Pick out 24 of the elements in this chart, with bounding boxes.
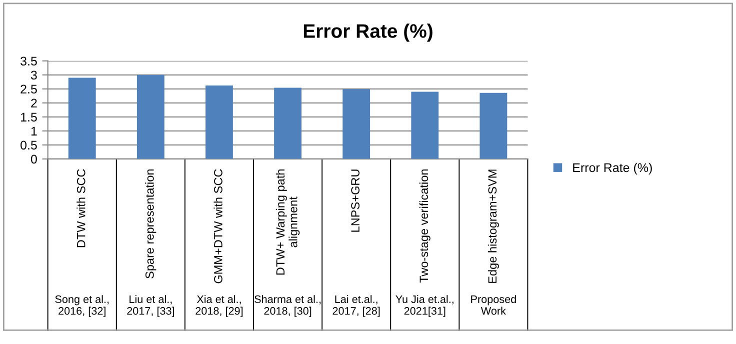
y-tick-label: 0 — [30, 154, 37, 164]
category-label: LNPS+GRU Lai et.al., 2017, [28] — [332, 170, 380, 317]
y-tick-label: 0.5 — [20, 140, 37, 150]
bar — [480, 92, 508, 159]
x-tick-label: Edge histogram+SVM Proposed Work — [471, 170, 516, 315]
category-label: DTW with SCC Song et al., 2016, [32] — [55, 169, 109, 317]
y-tick-label: 2 — [31, 98, 37, 108]
y-tick-label: 3.5 — [20, 56, 37, 66]
x-tick-label: Two-stage verification Yu Jia et.al., 2021[31] — [396, 169, 454, 317]
category-label: DTW+ Warping path alignment Sharma et al., 2018, [30] — [254, 169, 321, 317]
legend-label: Error Rate (%) — [573, 162, 652, 175]
bar — [206, 86, 233, 159]
x-tick-label: GMM+DTW with SCC Xia et al., 2018, [29] — [196, 169, 243, 317]
bar — [411, 92, 439, 159]
category-label: Spare representation Liu et al., 2017, [33] — [127, 169, 174, 317]
y-tick-label: 3 — [30, 70, 37, 80]
bar — [136, 74, 164, 159]
y-tick-label: 2.5 — [20, 84, 37, 94]
y-tick-label: 1 — [31, 126, 37, 136]
bar — [68, 78, 96, 159]
bar — [342, 89, 370, 159]
y-tick-label: 1.5 — [21, 112, 37, 122]
bar — [274, 88, 302, 159]
chart-title: Error Rate (%) — [304, 24, 432, 42]
